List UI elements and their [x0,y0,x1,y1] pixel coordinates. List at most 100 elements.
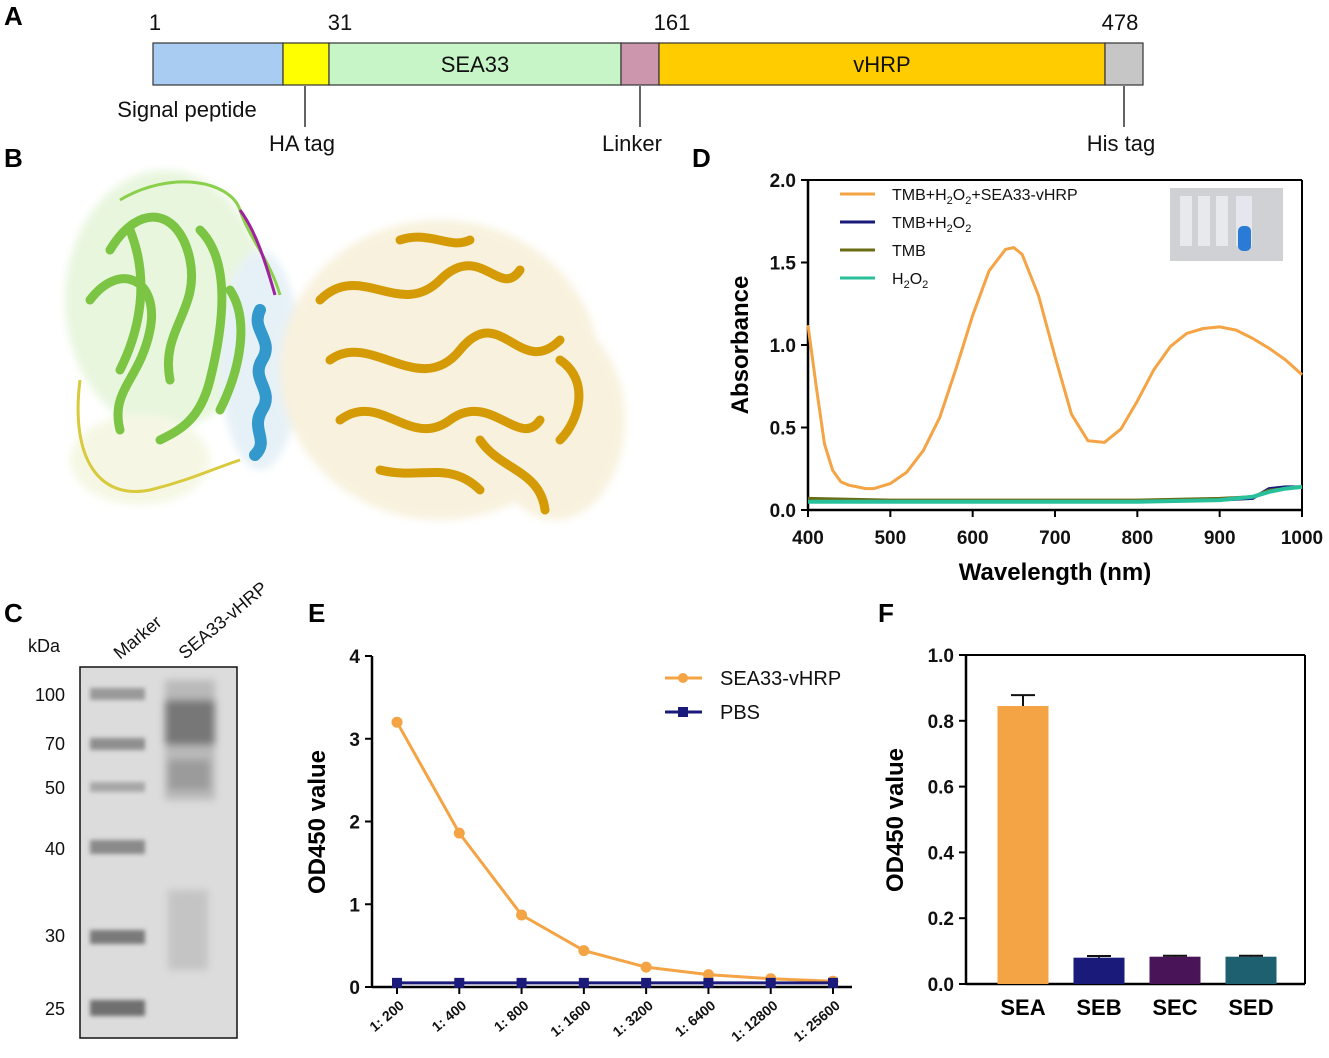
ytick-label-e: 3 [349,730,360,751]
ytick-label-f: 0.8 [928,712,954,733]
ytick-label-d: 2.0 [770,171,796,192]
segment-vhrp [658,42,1106,86]
ylabel-f: OD450 value [882,748,909,892]
dilution-chart: OD450 value SEA33-vHRP PBS 0 1 2 3 4 1: 200 1:… [304,647,852,1045]
panel-label-a: A [4,1,23,31]
ytick-label-e: 0 [349,978,360,999]
gel-lane-sample: SEA33-vHRP [175,578,271,663]
legend-d-label-2: TMB+H2O2 [892,215,971,235]
protein-structure-image [65,170,625,520]
gel-marker-30: 30 [45,926,65,946]
bar-seb [1073,957,1125,984]
segment-ha-tag [282,42,330,86]
data-point-e [765,977,776,988]
panel-label-b: B [4,143,23,173]
xtick-label-f: SED [1228,995,1273,1020]
panel-label-d: D [692,143,711,173]
ytick-label-f: 0.6 [928,778,954,799]
callout-ha-tag: HA tag [269,131,335,156]
xtick-label-e: 1: 3200 [609,997,656,1040]
data-point-e [391,716,403,728]
data-point-e [702,969,714,981]
callout-signal-peptide: Signal peptide [117,97,256,122]
xtick-label-e: 1: 800 [491,997,532,1035]
specificity-bar-chart: OD450 value 0.0 0.2 0.4 0.6 0.8 1.0 SEA SEB SEC S… [882,646,1306,1020]
gel-sample-bands [165,680,215,970]
series-line-e-1 [395,721,834,983]
series-line-d-1 [806,246,1304,491]
xtick-label-f: SEB [1076,995,1121,1020]
data-point-e [703,977,714,988]
xtick-label-e: 1: 1600 [547,997,594,1040]
legend-e-marker-1 [678,673,688,683]
segment-label-vhrp: vHRP [853,52,910,77]
ytick-label-d: 0.5 [770,419,797,440]
data-point-e [453,827,465,839]
legend-e-marker-2 [678,707,688,717]
series-line-d-4 [808,484,1303,504]
bar-sed [1225,956,1277,984]
legend-e: SEA33-vHRP PBS [665,668,841,724]
gel-marker-50: 50 [45,778,65,798]
xtick-label-d: 1000 [1281,528,1323,549]
callout-his-tag: His tag [1087,131,1155,156]
legend-d-label-4: H2O2 [892,271,928,291]
segment-label-sea33: SEA33 [441,52,510,77]
spectrum-chart: Absorbance Wavelength (nm) TMB+H2O2+SEA3… [727,171,1323,586]
position-478: 478 [1102,10,1139,35]
legend-d: TMB+H2O2+SEA33-vHRP TMB+H2O2 TMB H2O2 [840,187,1078,291]
position-1: 1 [149,10,161,35]
segment-linker [620,42,660,86]
bar-sec [1149,956,1201,984]
data-point-e [516,909,528,921]
segment-sea33 [328,42,622,86]
gel-kda-label: kDa [28,636,61,656]
gel-marker-70: 70 [45,734,65,754]
xtick-label-d: 800 [1121,528,1153,549]
panel-label-e: E [308,598,325,628]
gel-marker-40: 40 [45,839,65,859]
xtick-label-d: 700 [1039,528,1071,549]
data-point-e [578,977,589,988]
xlabel-d: Wavelength (nm) [959,559,1151,586]
legend-d-label-1: TMB+H2O2+SEA33-vHRP [892,187,1078,207]
gel-marker-bands [90,688,145,1016]
panel-label-f: F [878,598,894,628]
legend-d-label-3: TMB [892,243,926,260]
data-point-e [392,977,402,988]
segment-signal-peptide [152,42,284,86]
segment-his-tag [1104,42,1144,86]
callout-linker: Linker [602,131,662,156]
ytick-label-e: 4 [349,647,360,668]
xtick-label-d: 900 [1204,528,1236,549]
gel-marker-25: 25 [45,999,65,1019]
construct-diagram: SEA33 vHRP 1 31 161 478 Signal peptide H… [117,10,1155,156]
ytick-label-d: 0.0 [770,501,796,522]
bar-sea [997,705,1049,984]
xtick-label-e: 1: 400 [429,997,470,1035]
xtick-label-f: SEC [1152,995,1197,1020]
ylabel-d: Absorbance [727,276,754,415]
gel-lane-marker: Marker [110,612,166,663]
xtick-label-d: 400 [792,528,824,549]
xtick-label-e: 1: 6400 [672,997,719,1040]
data-point-e [641,977,652,988]
legend-e-label-2: PBS [720,702,760,724]
sds-page-gel: kDa Marker SEA33-vHRP 100 70 50 40 30 25 [28,578,271,1039]
ytick-label-d: 1.0 [770,336,796,357]
xtick-label-e: 1: 200 [366,997,407,1035]
position-161: 161 [654,10,691,35]
legend-e-label-1: SEA33-vHRP [720,668,841,690]
ytick-label-f: 0.0 [928,975,954,996]
data-point-e [640,961,652,973]
ylabel-e: OD450 value [304,750,331,894]
xtick-label-e: 1: 12800 [728,997,781,1045]
ytick-label-e: 1 [349,895,360,916]
ytick-label-e: 2 [349,813,360,834]
data-point-e [516,977,527,988]
gel-marker-100: 100 [35,685,65,705]
data-point-e [578,945,590,957]
ytick-label-f: 1.0 [928,646,954,667]
data-point-e [828,977,838,988]
